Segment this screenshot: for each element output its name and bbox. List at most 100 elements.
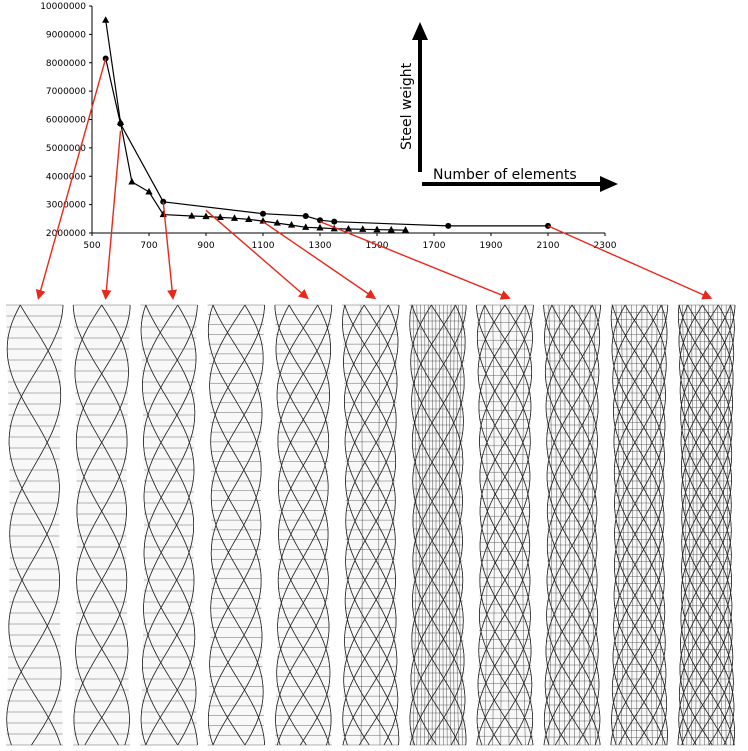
tower-vertical (621, 304, 624, 746)
tower-vertical (626, 304, 629, 746)
tower-outline (543, 305, 601, 745)
tower-diagonal (342, 304, 399, 746)
tower-model-6 (342, 304, 400, 746)
tower-diagonal (678, 304, 735, 746)
tower-vertical (695, 304, 698, 746)
tower-vertical (442, 304, 444, 746)
tower-vertical (522, 304, 526, 746)
x-tick-label: 1500 (366, 241, 389, 251)
tower-diagonal (681, 304, 734, 746)
x-tick-label: 1100 (252, 241, 275, 251)
tower-vertical (508, 304, 510, 746)
tower-vertical (682, 304, 686, 746)
tower-diagonal (479, 304, 533, 746)
tower-model-1 (6, 304, 64, 746)
tower-diagonal (210, 304, 264, 746)
tower-diagonal (411, 304, 466, 746)
x-axis: 500 700 900 1100 1300 1500 1700 1900 2100 2300 (83, 232, 617, 251)
data-point-triangle (145, 187, 153, 195)
data-point-circle (260, 210, 266, 217)
y-tick-label: 7000000 (46, 87, 86, 97)
tower-vertical (431, 304, 433, 746)
tower-diagonal (343, 304, 396, 746)
tower-diagonal (342, 304, 400, 746)
tower-outline (207, 305, 265, 745)
tower-diagonal (344, 304, 399, 746)
pointer-arrow (162, 201, 178, 300)
data-point-triangle (359, 225, 367, 232)
pointer-arrows (35, 58, 713, 300)
tower-vertical (492, 304, 495, 746)
tower-diagonal (410, 304, 463, 746)
tower-diagonal (207, 304, 265, 746)
tower-vertical (719, 304, 722, 746)
tower-diagonal (611, 304, 665, 746)
tower-diagonal (681, 304, 735, 746)
data-point-triangle (128, 177, 136, 185)
data-point-triangle (273, 219, 281, 226)
x-tick-label: 1300 (309, 241, 332, 251)
tower-model-9 (543, 304, 601, 746)
tower-diagonal (543, 304, 601, 746)
x-tick-label: 1900 (480, 241, 503, 251)
tower-vertical (645, 304, 648, 746)
tower-diagonal (544, 304, 598, 746)
steel-weight-chart: 2000000 3000000 4000000 5000000 6000000 70000… (40, 2, 617, 251)
axis-annotation: Steel weight Number of elements (399, 22, 618, 192)
pointer-arrow (101, 130, 122, 300)
tower-vertical (452, 304, 455, 746)
tower-diagonal (476, 304, 534, 746)
tower-diagonal (345, 304, 398, 746)
tower-diagonal (614, 304, 667, 746)
pointer-arrow (262, 221, 377, 300)
tower-diagonal (678, 304, 735, 746)
y-annotation-arrowhead (412, 22, 428, 40)
tower-model-2 (72, 304, 131, 746)
x-tick-label: 2300 (594, 241, 617, 251)
tower-diagonal (476, 304, 534, 746)
data-point-triangle (116, 118, 125, 125)
x-tick-label: 700 (140, 241, 157, 251)
tower-vertical (592, 304, 596, 746)
tower-diagonal (276, 304, 329, 746)
tower-diagonal (610, 304, 668, 746)
tower-vertical (445, 304, 448, 746)
y-tick-label: 5000000 (46, 144, 86, 154)
tower-diagonal (479, 304, 533, 746)
tower-vertical (484, 304, 488, 746)
tower-diagonal (679, 304, 732, 746)
tower-diagonal (546, 304, 600, 746)
data-point-triangle (102, 16, 110, 23)
y-tick-label: 6000000 (46, 116, 86, 126)
tower-diagonal (677, 304, 735, 746)
data-point-triangle (373, 225, 381, 233)
tower-vertical (723, 304, 727, 746)
data-point-triangle (344, 225, 353, 232)
tower-vertical (449, 304, 452, 746)
tower-diagonal (409, 304, 466, 746)
tower-diagonal (476, 304, 533, 746)
tower-vertical (650, 304, 653, 746)
data-point-triangle (188, 211, 196, 219)
tower-diagonal (546, 304, 600, 746)
tower-diagonal (343, 304, 396, 746)
tower-diagonal (74, 304, 127, 746)
data-point-triangle (230, 214, 239, 221)
pointer-arrow (205, 209, 309, 300)
tower-diagonal (678, 304, 736, 746)
tower-diagonal (143, 304, 197, 746)
data-point-triangle (202, 212, 210, 220)
tower-diagonal (73, 304, 131, 746)
pointer-arrow (319, 221, 511, 300)
y-axis: 2000000 3000000 4000000 5000000 6000000 70000… (40, 2, 93, 239)
tower-diagonal (275, 304, 330, 746)
tower-diagonal (409, 304, 467, 746)
tower-diagonal (543, 304, 601, 746)
y-tick-label: 4000000 (46, 172, 86, 182)
tower-vertical (455, 304, 459, 746)
tower-vertical (727, 304, 731, 746)
tower-diagonal (209, 304, 262, 746)
y-tick-label: 3000000 (46, 201, 86, 211)
data-point-circle (331, 218, 338, 225)
